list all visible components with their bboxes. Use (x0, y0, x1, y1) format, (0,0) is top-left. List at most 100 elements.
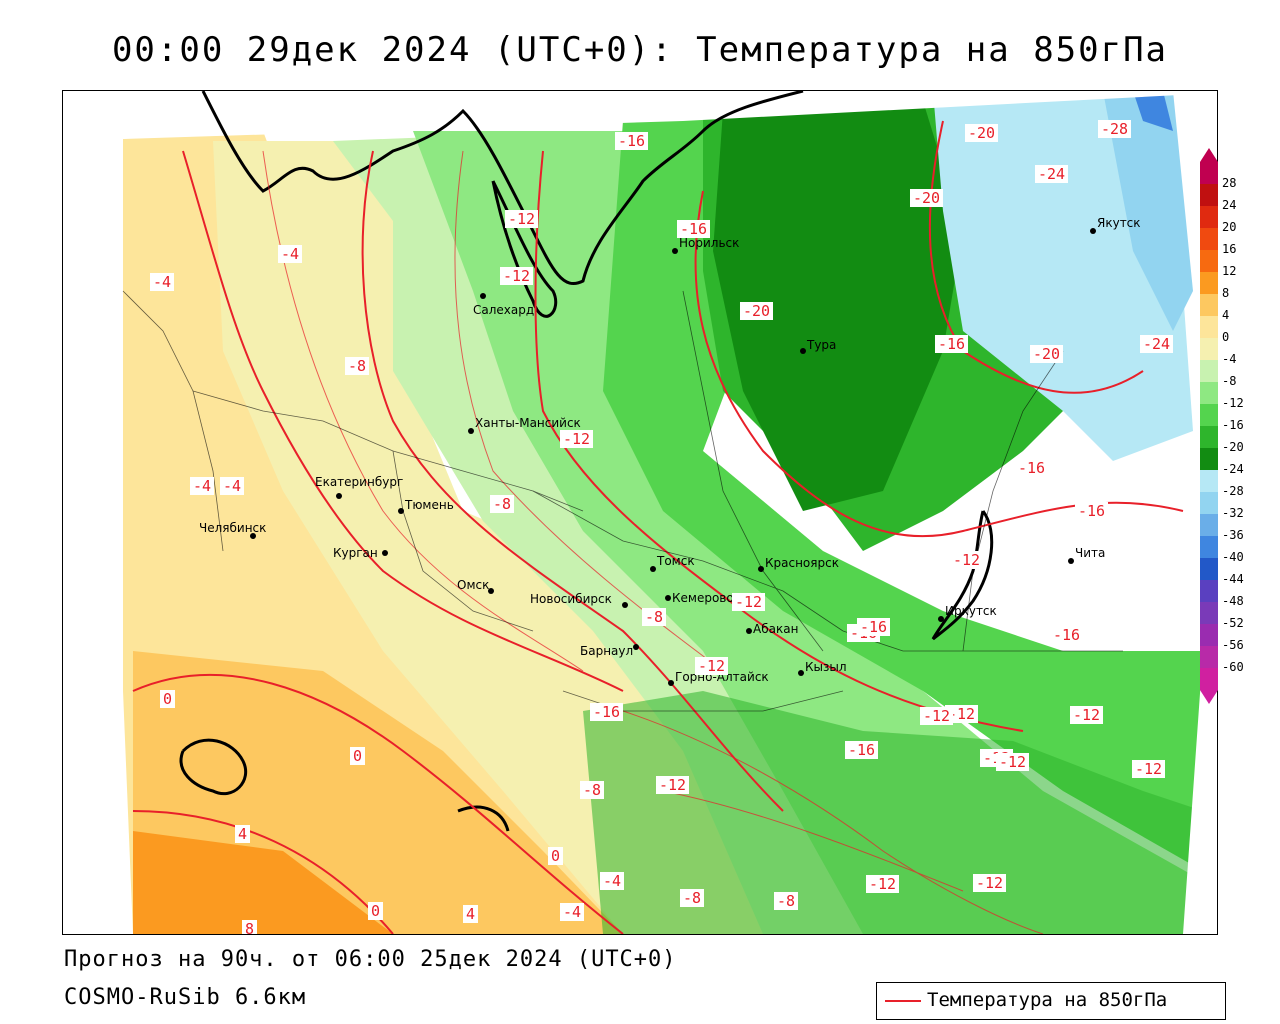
legend: Температура на 850гПа (876, 982, 1226, 1020)
isotherm-label-bg (190, 477, 214, 495)
isotherm-label-bg (500, 267, 533, 285)
isotherm-label: 0 (371, 902, 380, 920)
isotherm-label: 0 (163, 690, 172, 708)
city-marker (746, 628, 752, 634)
colorbar-segment (1200, 580, 1218, 602)
isotherm-thin-1 (262, 150, 584, 672)
colorbar-tick-label: -16 (1222, 418, 1244, 432)
isotherm-label: -12 (1073, 706, 1100, 724)
colorbar-segment (1200, 338, 1218, 360)
isotherm-label: -12 (735, 593, 762, 611)
isotherm-label: -20 (743, 302, 770, 320)
isotherm-label: -20 (968, 124, 995, 142)
isotherm-label: 8 (245, 920, 254, 934)
isotherm-0 (132, 673, 624, 934)
temp-zone-mountain-green (583, 691, 1203, 934)
colorbar-tick-label: 28 (1222, 176, 1237, 190)
isotherm-label: -8 (683, 889, 701, 907)
isotherm-label: -20 (1033, 345, 1060, 363)
city-label: Челябинск (199, 521, 266, 535)
city-marker (336, 493, 342, 499)
admin-boundary (682, 290, 824, 652)
colorbar-tick-label: -36 (1222, 528, 1244, 542)
colorbar-tick-label: 4 (1222, 308, 1230, 322)
isotherm-label: 4 (238, 825, 247, 843)
isotherm-label: -16 (860, 618, 887, 636)
isotherm-label: -12 (869, 875, 896, 893)
isotherm-label-bg (600, 872, 624, 890)
isotherm-label: -20 (913, 189, 940, 207)
isotherm-minus-16 (694, 190, 1184, 538)
isotherm-label-bg (656, 776, 689, 794)
admin-boundary (532, 490, 844, 632)
domain-outside-top (63, 91, 1217, 141)
isotherm-label-bg (235, 825, 250, 843)
colorbar-segment (1200, 250, 1218, 272)
colorbar-segment (1200, 536, 1218, 558)
isotherm-label-bg (505, 210, 538, 228)
city-label: Абакан (753, 622, 798, 636)
isotherm-label: -8 (777, 892, 795, 910)
isotherm-label-bg (950, 551, 983, 569)
isotherm-label: 4 (466, 905, 475, 923)
admin-boundary (122, 290, 224, 552)
isotherm-label-bg (242, 920, 257, 934)
city-marker (1068, 558, 1074, 564)
isotherm-label: -8 (493, 495, 511, 513)
colorbar-segment (1200, 668, 1218, 690)
isotherm-label: -12 (999, 753, 1026, 771)
city-marker (480, 293, 486, 299)
city-label: Омск (457, 578, 489, 592)
isotherm-label-bg (345, 357, 369, 375)
colorbar-segment (1200, 470, 1218, 492)
isotherm-label-bg (935, 335, 968, 353)
temperature-field-map: Норильск Салехард Тура Якутск Ханты-Мансийск… (63, 91, 1217, 934)
colorbar-tick-label: -52 (1222, 616, 1244, 630)
isotherm-thin-4 (662, 790, 964, 892)
isotherm-label: -16 (1053, 626, 1080, 644)
isotherm-label: -12 (1135, 760, 1162, 778)
city-marker (633, 644, 639, 650)
isotherm-label: -16 (1018, 459, 1045, 477)
city-marker (672, 248, 678, 254)
colorbar-tick-label: -28 (1222, 484, 1244, 498)
city-marker (250, 533, 256, 539)
isotherm-label-bg (973, 874, 1006, 892)
isotherm-thin-3 (622, 710, 1044, 934)
temp-zone-darkest (713, 101, 963, 511)
admin-boundary (392, 450, 534, 632)
colorbar-segment (1200, 404, 1218, 426)
city-label: Чита (1075, 546, 1105, 560)
isotherm-label-bg (560, 430, 593, 448)
isotherm-label-bg (965, 124, 998, 142)
legend-line-swatch (885, 1000, 921, 1002)
city-marker (488, 588, 494, 594)
map-title: 00:00 29дек 2024 (UTC+0): Температура на… (111, 30, 1169, 70)
isotherm-label-bg (1132, 760, 1165, 778)
isotherm-label: -28 (1101, 120, 1128, 138)
isotherm-label-bg (680, 889, 704, 907)
city-label: Красноярск (765, 556, 839, 570)
isotherm-label-bg (463, 905, 478, 923)
isotherm-label: -4 (223, 477, 241, 495)
isotherm-label-bg (740, 302, 773, 320)
isotherm-label: -12 (923, 707, 950, 725)
isotherm-label: -16 (593, 703, 620, 721)
temp-zone-colder-blue (1103, 91, 1193, 331)
isotherm-label: -24 (1143, 335, 1170, 353)
city-label: Салехард (473, 303, 534, 317)
colorbar-tick-label: -48 (1222, 594, 1244, 608)
isotherm-label-bg (590, 703, 623, 721)
city-label: Норильск (679, 236, 739, 250)
colorbar-segment (1200, 360, 1218, 382)
domain-outside-left (63, 91, 123, 934)
isotherm-label-bg (1098, 120, 1131, 138)
city-label: Ханты-Мансийск (475, 416, 581, 430)
isotherm-minus-12 (534, 150, 1024, 732)
colorbar-tick-label: -8 (1222, 374, 1237, 388)
isotherm-label-bg (1050, 626, 1083, 644)
isotherm-label-bg (150, 273, 174, 291)
isotherm-label: -12 (948, 705, 975, 723)
isotherm-label-bg (548, 847, 563, 865)
isotherm-label-bg (774, 892, 798, 910)
